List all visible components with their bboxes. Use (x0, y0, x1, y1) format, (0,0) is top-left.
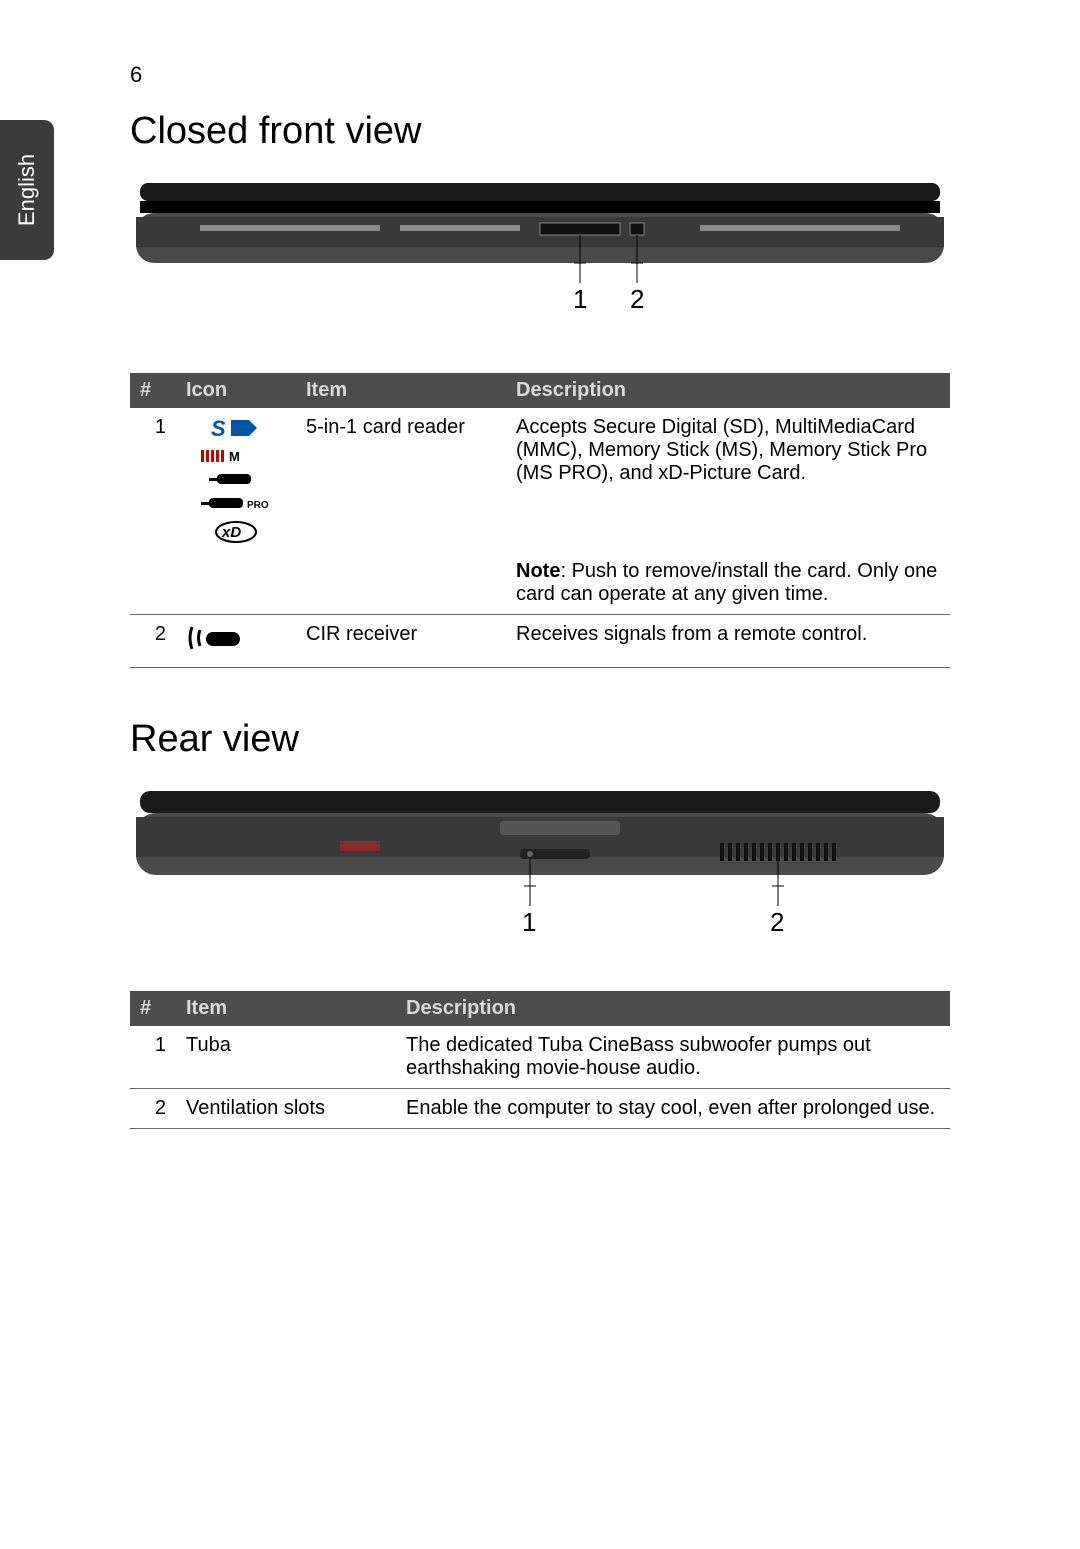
cell-desc: Enable the computer to stay cool, even a… (396, 1089, 950, 1129)
cell-num: 2 (130, 615, 176, 668)
cell-icon (176, 615, 296, 668)
mspro-icon: PRO (201, 496, 271, 514)
th-num: # (130, 373, 176, 408)
th-num: # (130, 991, 176, 1026)
cell-note: Note: Push to remove/install the card. O… (506, 552, 950, 615)
cell-item: 5-in-1 card reader (296, 408, 506, 552)
th-item: Item (296, 373, 506, 408)
page-number: 6 (130, 62, 142, 88)
heading-rear: Rear view (130, 718, 950, 761)
th-desc: Description (396, 991, 950, 1026)
cell-item: Ventilation slots (176, 1089, 396, 1129)
table-closed-front: # Icon Item Description 1 S (130, 373, 950, 668)
rear-svg: 1 2 (130, 781, 950, 961)
cell-desc: The dedicated Tuba CineBass subwoofer pu… (396, 1026, 950, 1089)
callout-2: 2 (630, 284, 644, 314)
xd-icon: xD (213, 520, 259, 544)
figure-rear: 1 2 (130, 781, 950, 961)
svg-text:PRO: PRO (247, 500, 269, 511)
heading-closed-front: Closed front view (130, 110, 950, 153)
th-desc: Description (506, 373, 950, 408)
cir-icon (186, 623, 246, 653)
table-row: 2 Ventilation slots Enable the computer … (130, 1089, 950, 1129)
table-row: 1 S M (130, 408, 950, 552)
closed-front-svg: 1 2 (130, 173, 950, 343)
language-label: English (14, 154, 40, 226)
table-row: 1 Tuba The dedicated Tuba CineBass subwo… (130, 1026, 950, 1089)
cell-num: 1 (130, 408, 176, 552)
cell-num: 1 (130, 1026, 176, 1089)
page-content: Closed front view 1 2 (130, 110, 950, 1179)
callout-1: 1 (522, 907, 536, 937)
svg-text:xD: xD (221, 524, 241, 541)
mmc-icon: M (201, 450, 271, 466)
callout-1: 1 (573, 284, 587, 314)
cell-desc: Receives signals from a remote control. (506, 615, 950, 668)
table-rear: # Item Description 1 Tuba The dedicated … (130, 991, 950, 1129)
table-row: Note: Push to remove/install the card. O… (130, 552, 950, 615)
svg-text:M: M (229, 450, 240, 464)
table-row: 2 CIR receiver Receives signals from a r… (130, 615, 950, 668)
sd-icon: S (209, 416, 263, 444)
cell-desc: Accepts Secure Digital (SD), MultiMediaC… (506, 408, 950, 552)
th-icon: Icon (176, 373, 296, 408)
language-tab: English (0, 120, 54, 260)
cell-num: 2 (130, 1089, 176, 1129)
figure-closed-front: 1 2 (130, 173, 950, 343)
callout-2: 2 (770, 907, 784, 937)
svg-text:S: S (211, 416, 226, 441)
cell-icon: S M (176, 408, 296, 552)
cell-item: Tuba (176, 1026, 396, 1089)
ms-icon (209, 472, 263, 490)
cell-item: CIR receiver (296, 615, 506, 668)
th-item: Item (176, 991, 396, 1026)
